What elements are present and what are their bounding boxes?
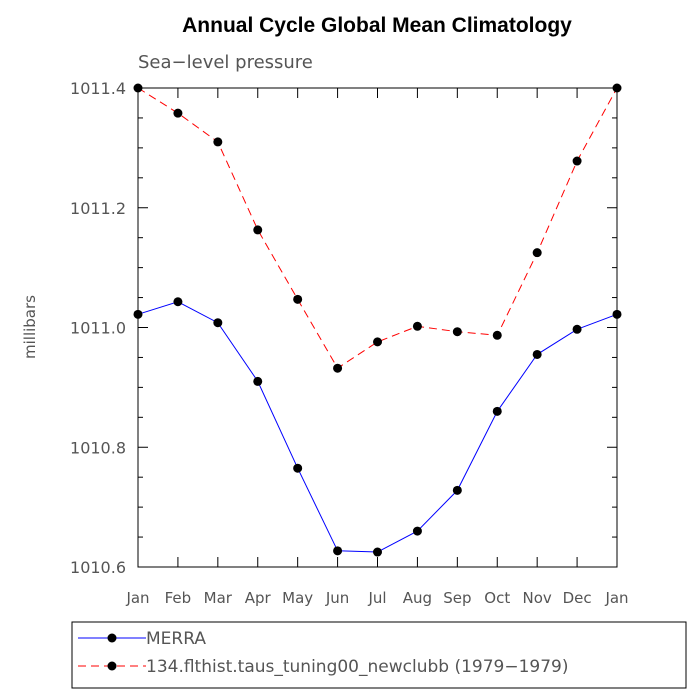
data-point bbox=[572, 324, 582, 334]
data-point bbox=[492, 330, 502, 340]
data-point bbox=[173, 108, 183, 118]
y-tick-labels: 1010.6 1010.8 1011.0 1011.2 1011.4 bbox=[70, 79, 126, 577]
x-tick-label: Jun bbox=[325, 589, 349, 607]
x-tick-label: Nov bbox=[523, 589, 552, 607]
legend-box bbox=[71, 621, 687, 689]
y-tick-label: 1010.6 bbox=[70, 558, 126, 577]
axis-ticks bbox=[137, 87, 618, 568]
series-2 bbox=[133, 83, 622, 373]
data-point bbox=[173, 297, 183, 307]
legend: MERRA 134.flthist.taus_tuning00_newclubb … bbox=[78, 629, 569, 677]
data-point bbox=[333, 363, 343, 373]
x-tick-label: Oct bbox=[484, 589, 510, 607]
data-point bbox=[213, 318, 223, 328]
plot-frame bbox=[137, 87, 618, 568]
x-tick-label: Mar bbox=[204, 589, 233, 607]
chart-title: Annual Cycle Global Mean Climatology bbox=[182, 14, 572, 37]
data-point bbox=[253, 225, 263, 235]
data-point bbox=[333, 546, 343, 556]
x-tick-label: May bbox=[282, 589, 313, 607]
x-tick-label: Dec bbox=[563, 589, 592, 607]
series-layer bbox=[133, 83, 622, 557]
series-line bbox=[137, 87, 618, 369]
legend-marker bbox=[107, 661, 117, 671]
chart-subtitle: Sea−level pressure bbox=[138, 52, 313, 73]
data-point bbox=[133, 309, 143, 319]
data-point bbox=[373, 337, 382, 347]
data-point bbox=[612, 309, 622, 319]
x-tick-labels: Jan Feb Mar Apr May Jun Jul Aug Sep Oct Nov Dec Jan bbox=[125, 589, 628, 607]
data-point bbox=[572, 156, 582, 166]
series-1 bbox=[133, 297, 622, 557]
legend-marker bbox=[107, 633, 117, 643]
x-tick-label: Jan bbox=[125, 589, 149, 607]
data-point bbox=[412, 321, 422, 331]
y-axis-label: millibars bbox=[21, 295, 39, 359]
x-tick-label: Feb bbox=[165, 589, 192, 607]
data-point bbox=[492, 406, 502, 416]
data-point bbox=[253, 376, 263, 386]
y-tick-label: 1010.8 bbox=[70, 438, 126, 457]
x-tick-label: Aug bbox=[403, 589, 432, 607]
data-point bbox=[412, 526, 422, 536]
y-tick-label: 1011.0 bbox=[70, 319, 126, 338]
x-tick-label: Apr bbox=[245, 589, 272, 607]
y-tick-label: 1011.2 bbox=[70, 199, 126, 218]
x-tick-label: Sep bbox=[443, 589, 471, 607]
data-point bbox=[532, 248, 542, 258]
y-tick-label: 1011.4 bbox=[70, 79, 126, 98]
legend-label: 134.flthist.taus_tuning00_newclubb (1979… bbox=[146, 657, 569, 677]
data-point bbox=[612, 83, 622, 93]
data-point bbox=[532, 349, 542, 359]
data-point bbox=[452, 327, 462, 337]
data-point bbox=[373, 547, 382, 557]
data-point bbox=[133, 83, 143, 93]
data-point bbox=[293, 463, 303, 473]
data-point bbox=[213, 137, 223, 147]
x-tick-label: Jan bbox=[604, 589, 628, 607]
data-point bbox=[293, 294, 303, 304]
legend-label: MERRA bbox=[146, 629, 206, 649]
x-tick-label: Jul bbox=[367, 589, 386, 607]
data-point bbox=[452, 485, 462, 495]
